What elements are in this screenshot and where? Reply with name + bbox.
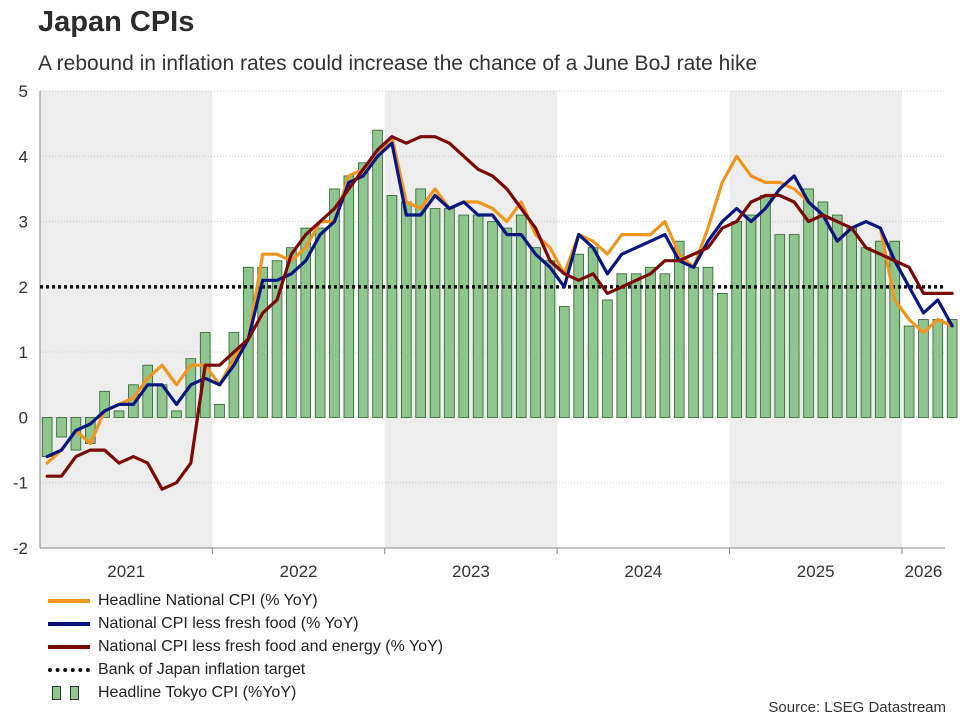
x-tick-label: 2025 [797,562,835,581]
year-band [40,91,213,548]
x-tick-label: 2022 [280,562,318,581]
tokyo-cpi-bar [616,273,628,418]
chart-subtitle: A rebound in inflation rates could incre… [38,52,758,75]
tokyo-cpi-bar [300,227,312,418]
tokyo-cpi-bar [717,292,728,418]
tokyo-cpi-bar [458,214,470,418]
series-line [45,135,954,465]
legend-label: National CPI less fresh food and energy … [98,637,444,655]
legend-item-headline-national: Headline National CPI (% YoY) [48,589,443,612]
tokyo-cpi-bar [386,195,398,418]
tokyo-cpi-bar [860,247,872,418]
series-line [45,135,954,491]
tokyo-cpi-bar [946,319,958,418]
tokyo-cpi-bar [56,417,67,438]
tokyo-cpi-bar [673,240,685,418]
tokyo-cpi-bar [875,240,886,418]
tokyo-cpi-bar [760,195,771,418]
y-tick-label: 5 [19,82,28,101]
tokyo-cpi-bar [731,221,742,418]
tokyo-cpi-bar [645,266,656,418]
tokyo-cpi-bar [501,227,513,418]
tokyo-cpi-bar [171,410,182,418]
y-tick-label: 1 [19,343,28,362]
year-band [729,91,902,548]
tokyo-cpi-bar [573,253,584,418]
tokyo-cpi-bar [903,325,915,418]
tokyo-cpi-bar [415,188,426,418]
series-line [45,141,954,459]
x-tick-label: 2023 [452,562,490,581]
tokyo-cpi-bar [846,227,857,418]
tokyo-cpi-bar [372,129,383,418]
legend-item-core-core: National CPI less fresh food and energy … [48,635,443,658]
tokyo-cpi-bar [271,260,283,418]
y-tick-label: 3 [19,213,28,232]
tokyo-cpi-bar [918,319,929,418]
legend-item-core: National CPI less fresh food (% YoY) [48,612,443,635]
legend-label: Bank of Japan inflation target [98,660,306,678]
tokyo-cpi-bar [630,273,642,418]
tokyo-cpi-bar [472,214,484,418]
x-tick-label: 2026 [905,562,943,581]
source-note: Source: LSEG Datastream [768,699,946,716]
chart-title: Japan CPIs [38,6,195,38]
tokyo-cpi-bar [257,266,268,418]
tokyo-cpi-bar [702,266,714,418]
tokyo-cpi-bar [788,234,800,418]
legend-swatch-navy-line [48,617,90,631]
y-tick-label: 4 [19,147,28,166]
legend-label: Headline Tokyo CPI (%YoY) [98,683,297,701]
legend-swatch-bars [48,685,90,700]
tokyo-cpi-bar [559,306,570,418]
tokyo-cpi-bar [515,214,527,418]
y-tick-label: 0 [19,408,28,427]
tokyo-cpi-bar [314,227,326,418]
y-tick-label: -2 [13,539,28,558]
tokyo-cpi-bar [817,201,829,418]
tokyo-cpi-bar [688,266,699,418]
tokyo-cpi-bar [214,403,225,418]
tokyo-cpi-bar [932,319,944,418]
x-tick-label: 2024 [624,562,662,581]
tokyo-cpi-bar [889,240,901,418]
tokyo-cpi-bar [99,390,110,418]
chart-legend: Headline National CPI (% YoY) National C… [48,589,443,704]
legend-label: Headline National CPI (% YoY) [98,591,318,609]
tokyo-cpi-bar [774,234,786,418]
tokyo-cpi-bar [444,208,455,418]
tokyo-cpi-bar [659,273,671,418]
legend-swatch-orange-line [48,594,90,608]
tokyo-cpi-bar [831,214,843,418]
legend-swatch-dotted-line [48,663,90,677]
tokyo-cpi-bar [429,208,441,418]
tokyo-cpi-bar [530,247,541,418]
tokyo-cpi-bar [602,299,613,418]
x-tick-label: 2021 [107,562,145,581]
legend-label: National CPI less fresh food (% YoY) [98,614,359,632]
y-tick-label: 2 [19,278,28,297]
tokyo-cpi-bar [343,175,355,418]
tokyo-cpi-bar [401,201,412,418]
tokyo-cpi-bar [286,247,297,418]
tokyo-cpi-bar [803,188,814,418]
tokyo-cpi-bar [113,410,125,418]
tokyo-cpi-bar [329,188,340,418]
legend-item-tokyo-cpi: Headline Tokyo CPI (%YoY) [48,681,443,704]
tokyo-cpi-bar [487,221,498,418]
legend-item-boj-target: Bank of Japan inflation target [48,658,443,681]
tokyo-cpi-bar [357,162,369,418]
tokyo-cpi-bar [41,417,53,457]
tokyo-cpi-bar [185,358,197,418]
legend-swatch-maroon-line [48,640,90,654]
tokyo-cpi-bar [228,332,240,418]
y-tick-label: -1 [13,474,28,493]
year-band [384,91,558,548]
tokyo-cpi-bar [745,214,757,418]
tokyo-cpi-bar [544,260,556,418]
